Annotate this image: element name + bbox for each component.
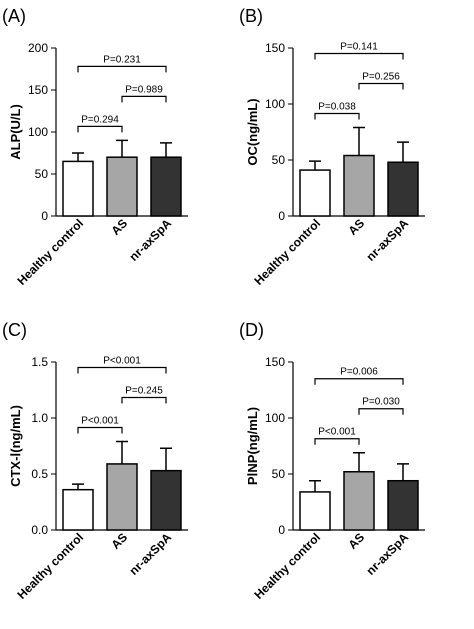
x-tick-label: AS [108, 216, 130, 238]
panel-label: (A) [2, 6, 26, 26]
y-tick-label: 50 [272, 153, 286, 167]
y-tick-label: 50 [272, 467, 286, 481]
y-tick-label: 100 [28, 125, 48, 139]
significance-bracket [77, 125, 123, 133]
p-value: P=0.006 [340, 367, 378, 378]
panel: (D) PⅠNP(ng/mL) 0 50 100 150 Healthy control AS… [239, 320, 425, 602]
error-bar [397, 141, 409, 163]
y-tick-label: 100 [265, 97, 285, 111]
p-value: P<0.001 [103, 356, 141, 367]
y-axis-label: CTX-Ⅰ(ng/mL) [8, 405, 23, 487]
bar [150, 156, 182, 217]
x-tick-label: AS [108, 530, 130, 552]
error-bar [160, 447, 172, 471]
p-value: P=0.141 [340, 42, 378, 53]
y-tick-label: 50 [35, 167, 49, 181]
y-tick-label: 150 [265, 41, 285, 55]
bar [62, 488, 94, 531]
y-tick-label: 0 [278, 209, 285, 223]
p-value: P=0.231 [103, 54, 141, 65]
p-value: P<0.001 [318, 427, 356, 438]
significance-bracket [314, 378, 404, 385]
y-tick-label: 150 [265, 355, 285, 369]
error-bar [309, 160, 321, 171]
bar [150, 469, 182, 531]
x-tick-label: AS [345, 530, 367, 552]
p-value: P<0.001 [81, 416, 119, 427]
x-tick-label: Healthy control [251, 530, 323, 602]
p-value: P=0.038 [318, 102, 356, 113]
y-tick-label: 0.0 [31, 523, 48, 537]
p-value: P=0.030 [362, 397, 400, 408]
y-axis-label: PⅠNP(ng/mL) [245, 407, 260, 485]
error-bar [353, 126, 365, 156]
significance-bracket [77, 65, 167, 73]
x-tick-label: nr-axSpA [127, 216, 175, 264]
y-tick-label: 200 [28, 41, 48, 55]
error-bar [72, 152, 84, 162]
significance-bracket [77, 366, 167, 374]
error-bar [116, 139, 128, 158]
error-bar [72, 483, 84, 490]
error-bar [309, 479, 321, 492]
panel-label: (B) [239, 6, 263, 26]
x-tick-label: nr-axSpA [364, 216, 412, 264]
bar [343, 471, 375, 531]
x-tick-label: Healthy control [14, 216, 86, 288]
p-value: P=0.294 [81, 114, 119, 125]
significance-bracket [121, 95, 167, 103]
error-bar [353, 451, 365, 472]
error-bar [397, 463, 409, 481]
bar [387, 479, 419, 531]
panel: (C) CTX-Ⅰ(ng/mL) 0.0 0.5 1.0 1.5 Healthy contr… [2, 320, 188, 602]
x-tick-label: AS [345, 216, 367, 238]
significance-bracket [314, 438, 360, 445]
x-tick-label: Healthy control [14, 530, 86, 602]
y-tick-label: 0.5 [31, 467, 48, 481]
y-tick-label: 1.5 [31, 355, 48, 369]
bar [387, 161, 419, 217]
significance-bracket [314, 112, 360, 120]
y-tick-label: 0 [278, 523, 285, 537]
y-axis-label: ALP(U/L) [8, 104, 23, 160]
error-bar [160, 142, 172, 158]
y-tick-label: 150 [28, 83, 48, 97]
p-value: P=0.256 [362, 72, 400, 83]
bar [299, 169, 331, 217]
significance-bracket [358, 82, 404, 90]
significance-bracket [358, 408, 404, 415]
y-tick-label: 0 [41, 209, 48, 223]
bar [299, 491, 331, 531]
x-tick-label: Healthy control [251, 216, 323, 288]
significance-bracket [121, 396, 167, 404]
bar [343, 154, 375, 217]
x-tick-label: nr-axSpA [364, 530, 412, 578]
panel-label: (D) [239, 320, 264, 340]
panel: (A) ALP(U/L) 0 50 100 150 200 Healthy control AS… [2, 6, 188, 288]
significance-bracket [77, 426, 123, 434]
p-value: P=0.989 [125, 84, 163, 95]
y-axis-label: OC(ng/mL) [245, 98, 260, 165]
significance-bracket [314, 52, 404, 60]
panel-label: (C) [2, 320, 27, 340]
panel: (B) OC(ng/mL) 0 50 100 150 Healthy control ASnr… [239, 6, 425, 288]
y-tick-label: 100 [265, 411, 285, 425]
y-tick-label: 1.0 [31, 411, 48, 425]
bar [62, 160, 94, 217]
error-bar [116, 440, 128, 464]
p-value: P=0.245 [125, 386, 163, 397]
bar [106, 463, 138, 531]
x-tick-label: nr-axSpA [127, 530, 175, 578]
bar [106, 156, 138, 217]
